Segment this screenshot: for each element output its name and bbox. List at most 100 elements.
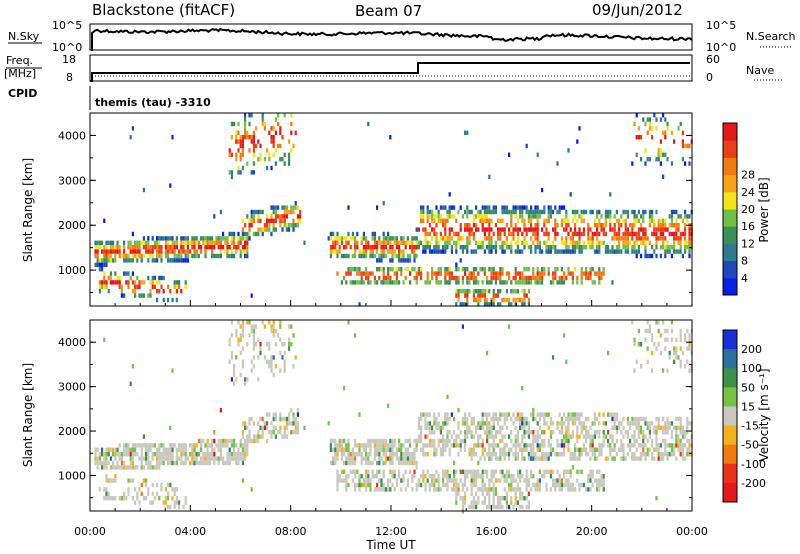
echo-cell	[640, 223, 643, 228]
echo-cell	[455, 293, 458, 298]
echo-cell	[657, 236, 660, 241]
echo-cell	[147, 460, 150, 466]
echo-cell	[446, 236, 449, 241]
echo-cell	[446, 240, 449, 245]
echo-cell	[483, 500, 486, 505]
echo-cell	[360, 452, 363, 457]
echo-cell	[587, 275, 590, 281]
echo-cell	[268, 227, 271, 232]
echo-cell	[453, 231, 456, 237]
echo-cell	[516, 482, 519, 488]
echo-cell	[516, 249, 519, 254]
echo-cell	[481, 487, 484, 492]
echo-cell	[270, 324, 273, 329]
echo-cell	[173, 460, 176, 466]
echo-cell	[250, 209, 253, 215]
echo-cell	[457, 487, 460, 492]
echo-cell	[567, 249, 570, 254]
echo-cell	[149, 253, 152, 259]
echo-cell	[398, 253, 401, 259]
echo-cell	[563, 412, 566, 417]
echo-cell	[552, 447, 555, 452]
echo-cell	[681, 452, 684, 457]
echo-cell	[455, 289, 458, 294]
echo-cell	[120, 456, 123, 461]
echo-cell	[578, 126, 581, 131]
echo-cell	[563, 482, 566, 488]
echo-cell	[657, 342, 660, 347]
echo-cell	[536, 275, 539, 281]
echo-cell	[186, 456, 189, 461]
echo-cell	[347, 438, 350, 444]
echo-cell	[508, 447, 511, 452]
nsky-tick-top: 10^5	[52, 19, 82, 32]
echo-cell	[213, 253, 216, 259]
echo-cell	[547, 412, 550, 417]
echo-cell	[169, 258, 172, 263]
echo-cell	[516, 443, 519, 448]
echo-cell	[395, 456, 398, 461]
echo-cell	[116, 465, 119, 470]
echo-cell	[428, 249, 431, 254]
echo-cell	[556, 249, 559, 254]
echo-cell	[688, 438, 691, 444]
echo-cell	[435, 469, 438, 474]
echo-cell	[422, 447, 425, 452]
echo-cell	[549, 280, 552, 285]
echo-cell	[417, 434, 420, 439]
echo-cell	[349, 460, 352, 466]
echo-cell	[466, 227, 469, 232]
echo-cell	[497, 289, 500, 294]
echo-cell	[217, 438, 220, 444]
echo-cell	[109, 245, 112, 250]
echo-cell	[362, 249, 365, 254]
echo-cell	[673, 139, 676, 144]
echo-cell	[272, 320, 275, 325]
echo-cell	[519, 275, 522, 281]
echo-cell	[241, 333, 244, 338]
echo-cell	[536, 412, 539, 417]
echo-cell	[252, 152, 255, 157]
echo-cell	[156, 482, 159, 488]
echo-cell	[248, 121, 251, 127]
echo-cell	[259, 350, 262, 356]
echo-cell	[453, 438, 456, 444]
echo-cell	[283, 113, 286, 118]
echo-cell	[435, 271, 438, 276]
echo-cell	[624, 236, 627, 241]
echo-cell	[554, 482, 557, 488]
echo-cell	[417, 240, 420, 245]
echo-cell	[558, 275, 561, 281]
echo-cell	[109, 258, 112, 263]
echo-cell	[241, 218, 244, 223]
echo-cell	[171, 460, 174, 466]
echo-cell	[182, 460, 185, 466]
echo-cell	[549, 430, 552, 435]
echo-cell	[107, 491, 110, 496]
echo-cell	[618, 245, 621, 250]
echo-cell	[239, 157, 242, 162]
echo-cell	[453, 482, 456, 488]
echo-cell	[127, 245, 130, 250]
echo-cell	[494, 209, 497, 215]
echo-cell	[668, 231, 671, 237]
echo-cell	[501, 438, 504, 444]
echo-cell	[620, 456, 623, 461]
echo-cell	[494, 275, 497, 281]
echo-cell	[497, 496, 500, 501]
echo-cell	[268, 430, 271, 435]
echo-cell	[435, 421, 438, 426]
echo-cell	[593, 452, 596, 457]
echo-cell	[543, 416, 546, 422]
echo-cell	[142, 187, 145, 193]
echo-cell	[510, 474, 513, 479]
colorbar-segment	[723, 425, 737, 446]
echo-cell	[103, 496, 106, 501]
echo-cell	[180, 236, 183, 241]
echo-cell	[400, 456, 403, 461]
echo-cell	[670, 209, 673, 215]
echo-cell	[393, 438, 396, 444]
echo-cell	[373, 452, 376, 457]
echo-cell	[103, 337, 106, 342]
echo-cell	[208, 460, 211, 466]
